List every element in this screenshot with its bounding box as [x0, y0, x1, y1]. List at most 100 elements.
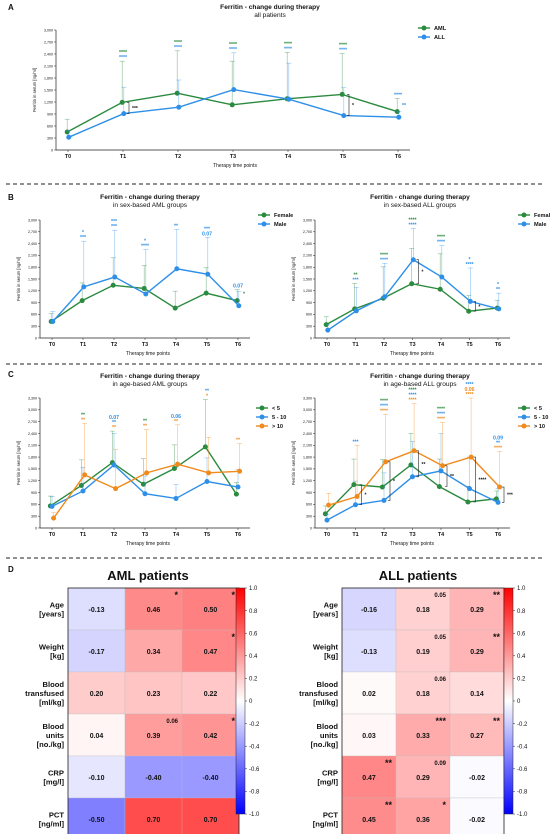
data-point: [323, 322, 329, 328]
x-tick-label: T2: [381, 342, 387, 348]
y-tick-label: 300: [47, 136, 53, 140]
heatmap-title: ALL patients: [379, 568, 458, 583]
heatmap-value: 0.42: [204, 733, 218, 740]
y-tick-label: 1,500: [303, 467, 312, 471]
x-tick-label: T3: [409, 532, 415, 538]
y-tick-label: 2,400: [28, 432, 37, 436]
heatmap-cell: [124, 629, 183, 673]
x-axis-label: Therapy time points: [126, 541, 170, 547]
colorbar-tick-label: -0.6: [249, 767, 260, 773]
significance-label: *: [243, 292, 246, 298]
data-point: [64, 129, 70, 135]
chart-subtitle: all patients: [254, 12, 286, 19]
x-tick-label: T5: [340, 154, 346, 160]
heatmap-row-label: Blood: [316, 680, 338, 689]
data-point: [174, 266, 180, 272]
heatmap-value: 0.47: [204, 649, 218, 656]
comparison-bracket: [416, 450, 419, 478]
data-point: [467, 486, 472, 492]
bracket-label: **: [422, 462, 426, 468]
legend-marker: [259, 405, 265, 411]
significance-label: **: [205, 389, 210, 395]
comparison-bracket: [127, 102, 130, 114]
data-point: [468, 454, 474, 460]
heatmap-cell: [395, 629, 451, 673]
heatmap-cell: [341, 629, 397, 673]
heatmap-significance: *: [231, 590, 235, 600]
x-tick-label: T1: [352, 532, 358, 538]
data-point: [119, 99, 125, 105]
x-tick-label: T3: [409, 342, 415, 348]
heatmap-cell: [449, 755, 505, 799]
heatmap-value: 0.39: [147, 733, 161, 740]
x-tick-label: T6: [495, 342, 501, 348]
significance-label: ***: [204, 226, 211, 232]
heatmap-cell: [124, 797, 183, 839]
heatmap-cell: [341, 587, 397, 631]
x-tick-label: T2: [381, 532, 387, 538]
data-point: [205, 271, 211, 277]
significance-label: ****: [141, 244, 150, 250]
y-tick-label: 2,100: [28, 444, 37, 448]
y-tick-label: 2,100: [303, 254, 312, 258]
data-point: [121, 111, 127, 117]
heatmap-value: 0.29: [416, 775, 430, 782]
x-tick-label: T3: [142, 342, 148, 348]
heatmap-row-label: [ml/kg]: [39, 698, 64, 707]
heatmap-significance: 0.05: [434, 593, 446, 599]
heatmap-cell: [181, 797, 240, 839]
data-point: [78, 482, 84, 488]
legend-marker: [521, 221, 527, 227]
significance-label: ***: [80, 235, 87, 241]
significance-label: ****: [229, 42, 238, 48]
heatmap-row-label: Blood: [316, 722, 338, 731]
colorbar-tick-label: 0.6: [517, 631, 526, 637]
heatmap-row-label: [no./kg]: [37, 740, 65, 749]
y-tick-label: 2,700: [44, 40, 53, 44]
y-tick-label: 300: [306, 325, 312, 329]
y-tick-label: 2,700: [28, 420, 37, 424]
y-tick-label: 3,000: [303, 218, 312, 222]
data-point: [79, 298, 85, 304]
heatmap-D2: ALL patients -0.16 0.18 0.05 0.29 ** Age[years…: [299, 568, 528, 839]
data-point: [141, 285, 147, 291]
y-tick-label: 1,200: [44, 100, 53, 104]
heatmap-significance: **: [493, 590, 501, 600]
data-point: [144, 470, 150, 476]
data-point: [396, 114, 402, 120]
x-tick-label: T0: [324, 342, 330, 348]
heatmap-row-label: units: [320, 731, 338, 740]
y-tick-label: 1,500: [303, 277, 312, 281]
colorbar-tick-label: -0.6: [517, 767, 528, 773]
legend-label: > 10: [272, 424, 283, 430]
colorbar-tick-label: 0.4: [517, 654, 526, 660]
y-tick-label: 0: [35, 526, 37, 530]
significance-label: ****: [119, 50, 128, 56]
bracket-label: *: [393, 479, 395, 485]
data-point: [495, 499, 501, 505]
legend-marker: [521, 423, 527, 429]
x-tick-label: T3: [230, 154, 236, 160]
data-point: [353, 308, 359, 314]
x-axis-label: Therapy time points: [390, 351, 434, 357]
heatmap-significance: 0.06: [434, 677, 446, 683]
significance-label: ***: [111, 219, 118, 225]
significance-label: ****: [437, 240, 446, 246]
heatmap-cell: [67, 671, 126, 715]
heatmap-significance: ***: [435, 716, 446, 726]
significance-label: ****: [437, 406, 446, 412]
significance-label: 0.07: [233, 284, 243, 290]
data-point: [229, 102, 235, 108]
colorbar-tick-label: -1.0: [517, 812, 528, 818]
y-axis-label: Ferritin in serum [ng/ml]: [16, 257, 21, 301]
heatmap-cell: [124, 713, 183, 757]
data-point: [236, 303, 242, 309]
heatmap-significance: *: [442, 800, 446, 810]
heatmap-cell: [341, 671, 397, 715]
heatmap-value: 0.29: [470, 607, 484, 614]
colorbar: [503, 587, 514, 815]
x-tick-label: T6: [495, 532, 501, 538]
